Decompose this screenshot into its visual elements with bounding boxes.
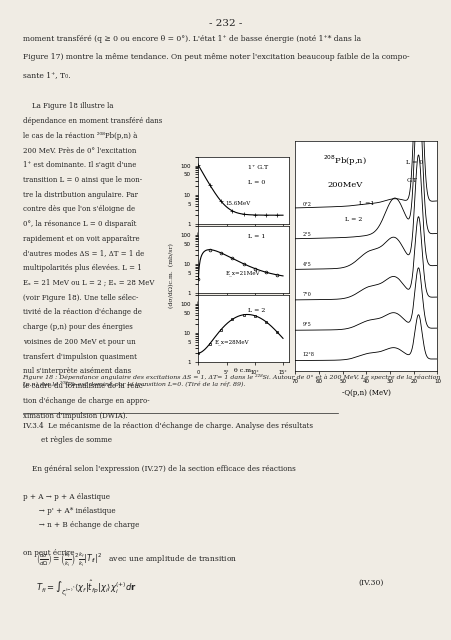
Text: tre la distribution angulaire. Par: tre la distribution angulaire. Par xyxy=(23,191,138,199)
Text: Figure 18 : Dépendance angulaire des excitations ΔS = 1, ΔT= 1 dans le ²²⁸Si. Au: Figure 18 : Dépendance angulaire des exc… xyxy=(23,374,441,387)
Text: 0°, la résonance L = 0 disparaît: 0°, la résonance L = 0 disparaît xyxy=(23,220,136,228)
Text: contre dès que l'on s'éloigne de: contre dès que l'on s'éloigne de xyxy=(23,205,135,214)
Text: ximation d'impulsion (DWIA).: ximation d'impulsion (DWIA). xyxy=(23,412,127,420)
Text: 12°8: 12°8 xyxy=(303,352,314,357)
Text: nul s'interprète aisément dans: nul s'interprète aisément dans xyxy=(23,367,131,376)
Text: L = 2: L = 2 xyxy=(248,308,266,313)
Text: Figure 17) montre la même tendance. On peut même noter l'excitation beaucoup fai: Figure 17) montre la même tendance. On p… xyxy=(23,53,409,61)
Text: (IV.30): (IV.30) xyxy=(358,579,383,588)
Text: 7°0: 7°0 xyxy=(303,292,311,297)
Text: 0°2: 0°2 xyxy=(303,202,311,207)
Text: et règles de somme: et règles de somme xyxy=(23,436,111,444)
Text: transfert d'impulsion quasiment: transfert d'impulsion quasiment xyxy=(23,353,136,361)
Text: 200MeV: 200MeV xyxy=(327,181,363,189)
Text: dépendance en moment transféré dans: dépendance en moment transféré dans xyxy=(23,117,162,125)
Text: L = 2: L = 2 xyxy=(345,218,363,223)
Text: multipolarités plus élevées. L = 1: multipolarités plus élevées. L = 1 xyxy=(23,264,141,273)
Text: $T_{fi} = \int_{\zeta_i^{(-)^*}} \langle \chi_f | \hat{t}_{fp} | \chi_i \rangle : $T_{fi} = \int_{\zeta_i^{(-)^*}} \langle… xyxy=(36,579,137,600)
Text: $^{208}$Pb(p,n): $^{208}$Pb(p,n) xyxy=(323,154,367,168)
Text: on peut écrire: on peut écrire xyxy=(23,549,74,557)
Text: 200 MeV. Près de 0° l'excitation: 200 MeV. Près de 0° l'excitation xyxy=(23,147,136,155)
Text: 4°5: 4°5 xyxy=(303,262,311,267)
Text: - 232 -: - 232 - xyxy=(209,19,242,28)
Text: L =1: L =1 xyxy=(359,202,375,206)
Text: E_x=28MeV: E_x=28MeV xyxy=(215,339,249,345)
Text: 2°5: 2°5 xyxy=(303,232,311,237)
Text: Eₓ = 21 MeV ou L = 2 ; Eₓ = 28 MeV: Eₓ = 21 MeV ou L = 2 ; Eₓ = 28 MeV xyxy=(23,279,154,287)
Text: 1⁺ G.T: 1⁺ G.T xyxy=(248,165,268,170)
Text: (voir Figure 18). Une telle sélec-: (voir Figure 18). Une telle sélec- xyxy=(23,294,138,302)
Text: E_x=21MeV: E_x=21MeV xyxy=(226,270,260,276)
Text: En général selon l'expression (IV.27) de la section efficace des réactions: En général selon l'expression (IV.27) de… xyxy=(23,465,295,472)
Text: d'autres modes ΔS = 1, ΔT = 1 de: d'autres modes ΔS = 1, ΔT = 1 de xyxy=(23,250,144,258)
Text: p + A → p + A élastique: p + A → p + A élastique xyxy=(23,493,110,501)
Text: transition L = 0 ainsi que le mon-: transition L = 0 ainsi que le mon- xyxy=(23,176,142,184)
Text: 9°5: 9°5 xyxy=(303,322,311,327)
Text: → p' + A* inélastique: → p' + A* inélastique xyxy=(23,507,115,515)
Text: IV.3.4  Le mécanisme de la réaction d'échange de charge. Analyse des résultats: IV.3.4 Le mécanisme de la réaction d'éch… xyxy=(23,422,313,430)
Text: moment transféré (q ≥ 0 ou encore θ = 0°). L'état 1⁺ de basse énergie (noté 1⁺* : moment transféré (q ≥ 0 ou encore θ = 0°… xyxy=(23,35,361,44)
Text: L = 1: L = 1 xyxy=(248,234,266,239)
Text: 1⁺ est dominante. Il s'agit d'une: 1⁺ est dominante. Il s'agit d'une xyxy=(23,161,136,170)
Text: L = 0: L = 0 xyxy=(248,180,266,185)
Text: (dσ/dΩ)c.m.  (mb/sr): (dσ/dΩ)c.m. (mb/sr) xyxy=(169,243,174,308)
Text: sante 1⁺, T₀.: sante 1⁺, T₀. xyxy=(23,71,70,79)
Text: le cas de la réaction ²⁰⁸Pb(p,n) à: le cas de la réaction ²⁰⁸Pb(p,n) à xyxy=(23,132,137,140)
Text: θ c.m.: θ c.m. xyxy=(234,368,253,373)
Text: → n + B échange de charge: → n + B échange de charge xyxy=(23,521,139,529)
Text: tion d'échange de charge en appro-: tion d'échange de charge en appro- xyxy=(23,397,149,405)
Text: charge (p,n) pour des énergies: charge (p,n) pour des énergies xyxy=(23,323,132,332)
Text: $\left(\frac{d\sigma}{d\Omega}\right) = \left(\frac{k_f}{k_i}\right)^2 \frac{k_f: $\left(\frac{d\sigma}{d\Omega}\right) = … xyxy=(36,550,238,569)
Text: voisines de 200 MeV et pour un: voisines de 200 MeV et pour un xyxy=(23,338,135,346)
X-axis label: -Q(p,n) (MeV): -Q(p,n) (MeV) xyxy=(342,389,391,397)
Text: 15.6MeV: 15.6MeV xyxy=(226,201,251,206)
Text: L = 0: L = 0 xyxy=(406,160,423,165)
Text: G.T: G.T xyxy=(406,179,417,183)
Text: rapidement et on voit apparaître: rapidement et on voit apparaître xyxy=(23,235,139,243)
Text: tivité de la réaction d'échange de: tivité de la réaction d'échange de xyxy=(23,308,142,317)
Text: le cadre du formalisme de la réac-: le cadre du formalisme de la réac- xyxy=(23,382,145,390)
Text: La Figure 18 illustre la: La Figure 18 illustre la xyxy=(23,102,113,110)
